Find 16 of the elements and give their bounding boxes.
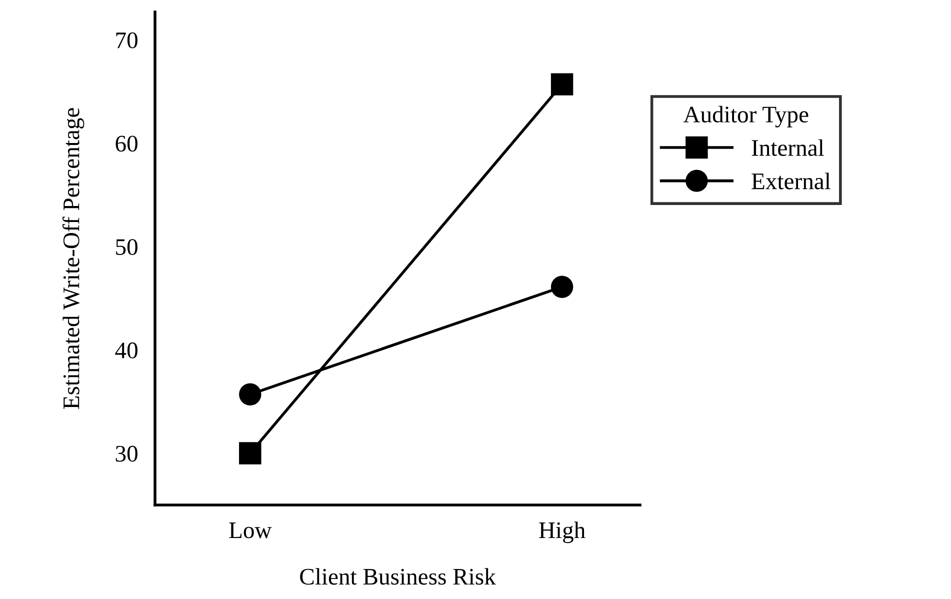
y-tick-label: 50 bbox=[116, 239, 138, 256]
y-tick-label: 30 bbox=[116, 446, 138, 462]
x-axis-title: Client Business Risk bbox=[300, 568, 496, 585]
y-tick-label: 60 bbox=[116, 136, 138, 152]
point bbox=[239, 442, 262, 464]
point bbox=[550, 73, 574, 96]
point bbox=[550, 276, 574, 298]
y-tick-label: 40 bbox=[115, 342, 138, 358]
legend-label: Internal bbox=[752, 139, 824, 156]
x-tick-label: High bbox=[539, 522, 586, 544]
x-tick-label: Low bbox=[229, 522, 272, 538]
legend-label: External bbox=[752, 172, 830, 190]
y-tick-label: 70 bbox=[116, 32, 138, 48]
point bbox=[239, 383, 262, 406]
y-axis-title: Estimated Write-Off Percentage bbox=[62, 108, 84, 409]
legend-title: Auditor Type bbox=[683, 106, 808, 128]
